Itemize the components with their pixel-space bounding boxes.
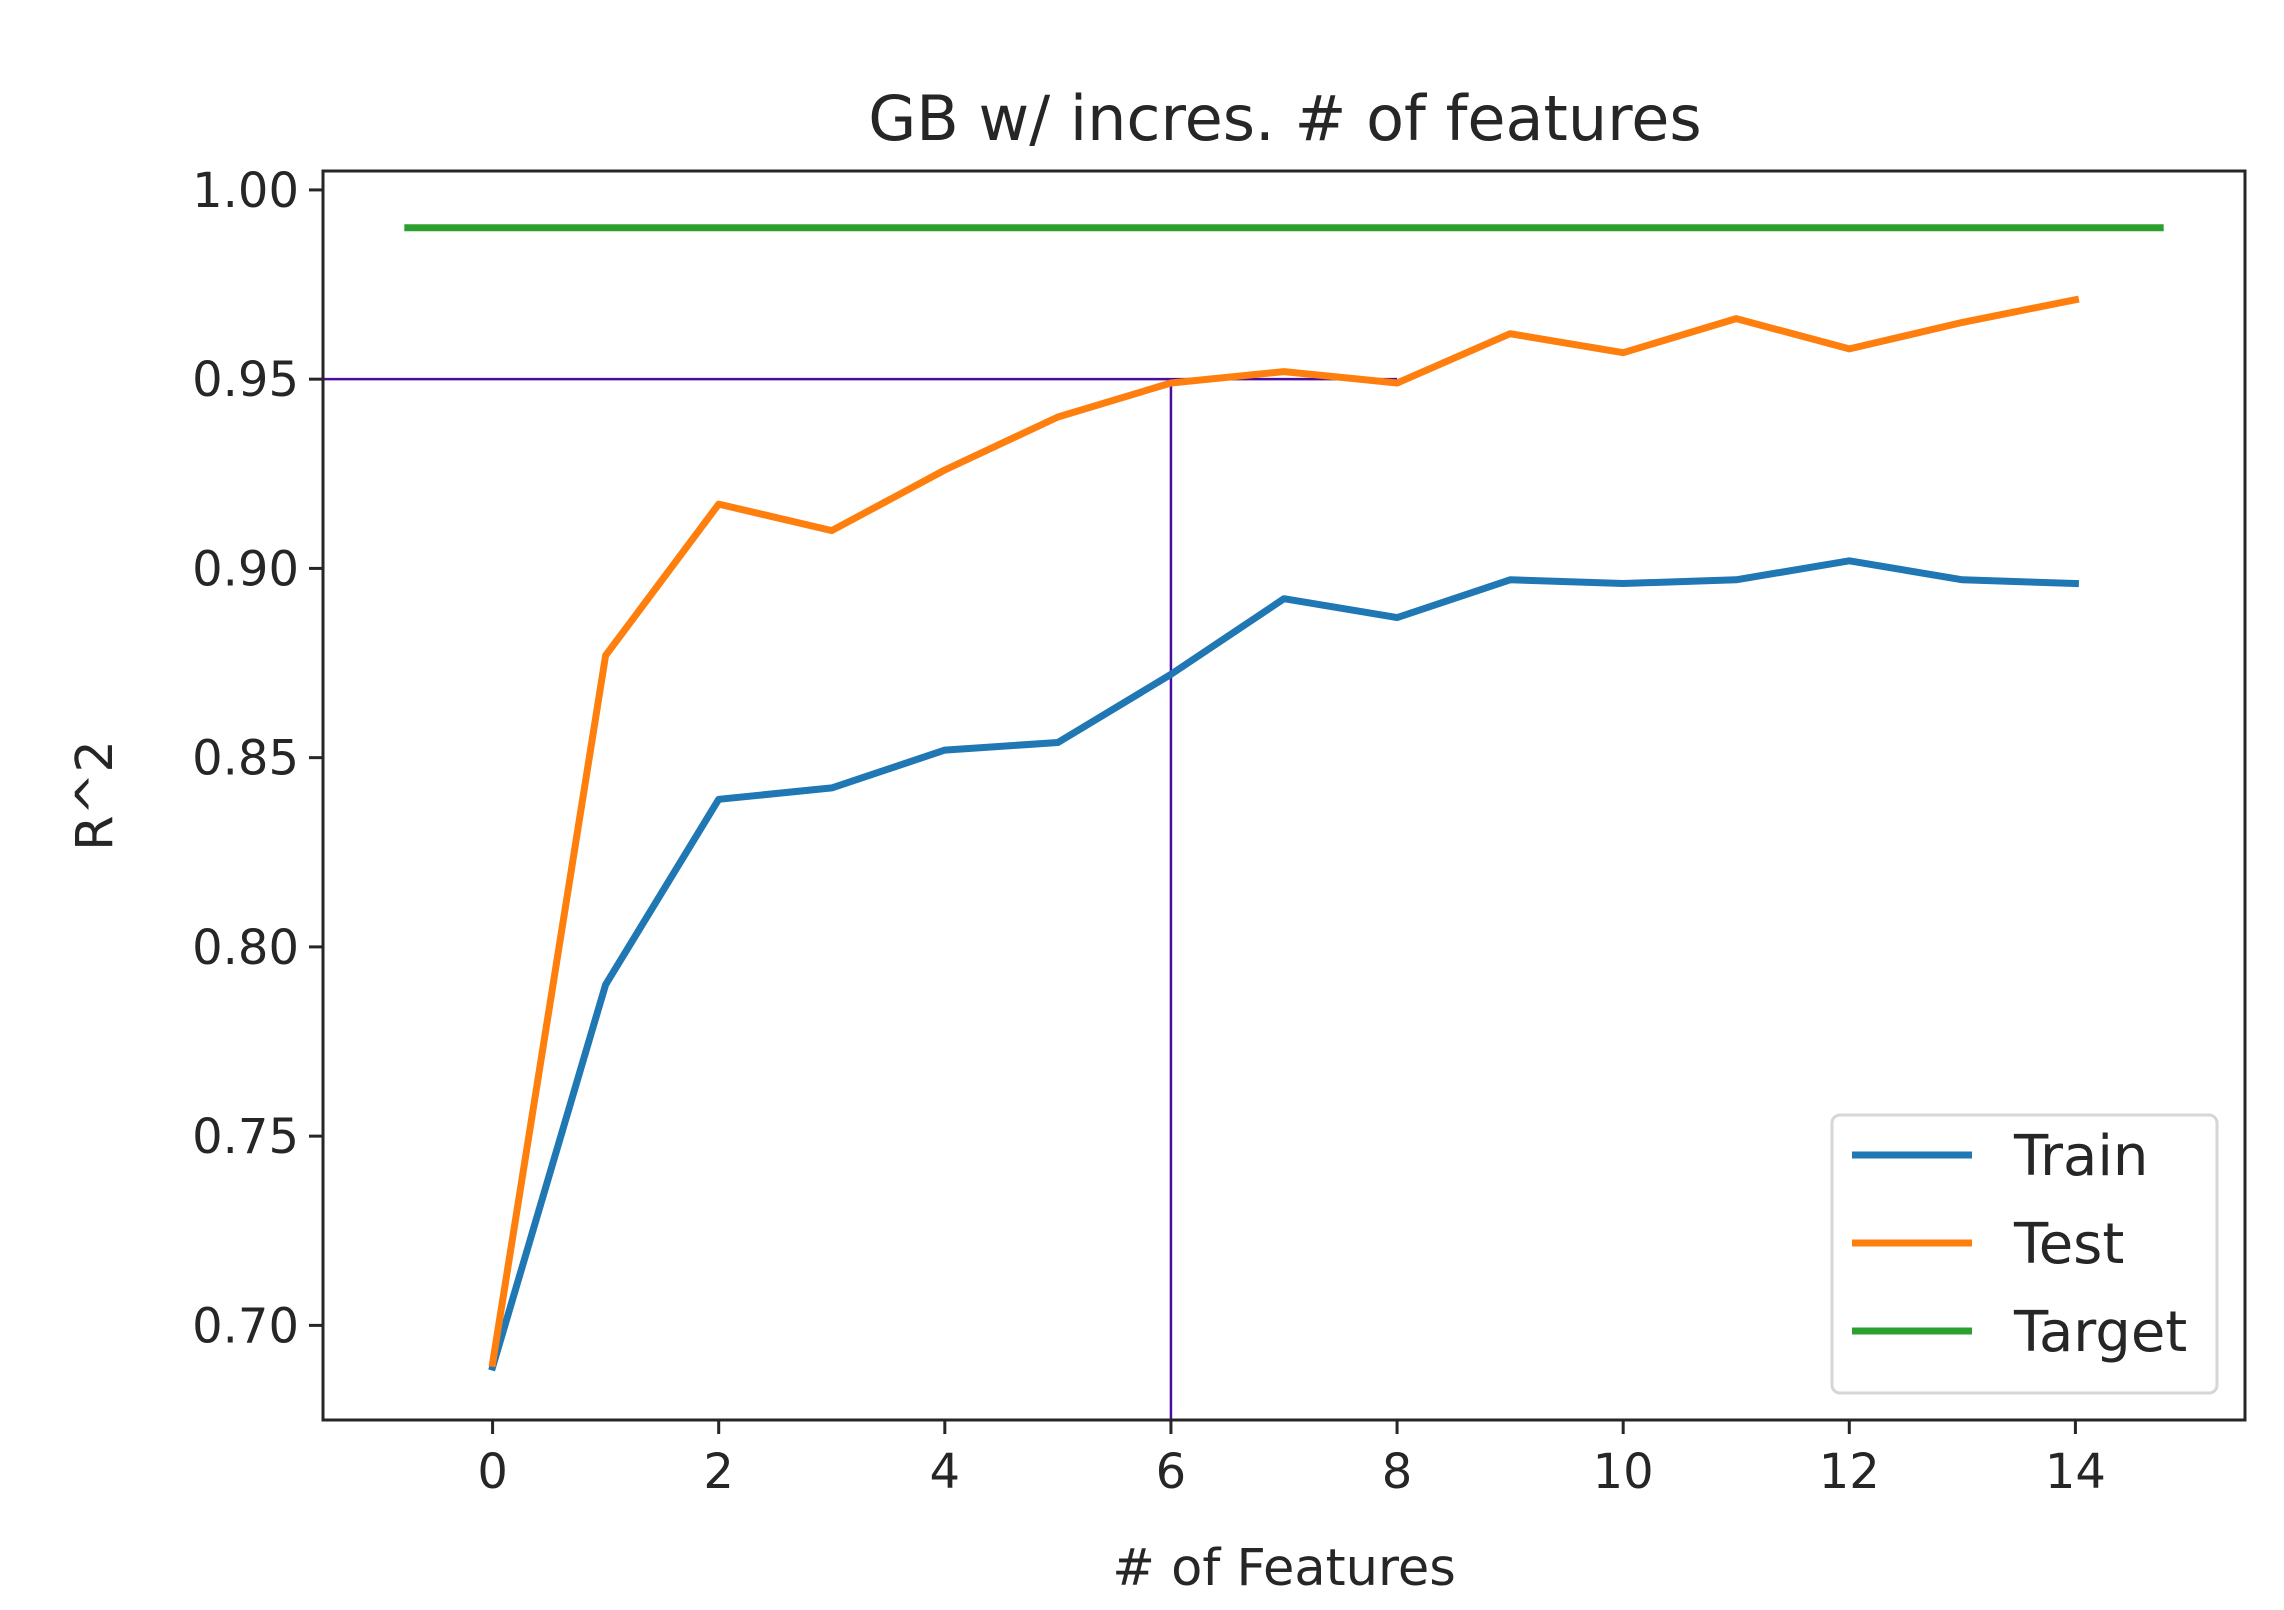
x-tick-label: 14 [2045, 1444, 2106, 1500]
y-tick-label: 0.85 [192, 731, 299, 787]
series-line-train [488, 557, 2080, 1372]
plot-area [323, 224, 2164, 1420]
legend-label-target: Target [2013, 1300, 2187, 1365]
x-tick-label: 0 [477, 1444, 508, 1500]
y-axis: 0.70 0.75 0.80 0.85 0.90 0.95 1.00 [192, 163, 323, 1354]
y-tick-label: 0.75 [192, 1109, 299, 1165]
y-tick-label: 0.90 [192, 541, 299, 597]
x-axis-title: # of Features [1112, 1539, 1456, 1598]
x-tick-label: 8 [1382, 1444, 1413, 1500]
x-tick-label: 2 [703, 1444, 734, 1500]
y-tick-label: 1.00 [192, 163, 299, 219]
series-layer [404, 224, 2164, 1372]
plot-frame [321, 169, 2247, 1422]
x-tick-label: 4 [930, 1444, 961, 1500]
legend-label-train: Train [2013, 1124, 2148, 1189]
legend: Train Test Target [1830, 1113, 2219, 1395]
y-tick-label: 0.70 [192, 1298, 299, 1354]
x-tick-label: 6 [1156, 1444, 1187, 1500]
x-axis: 0 2 4 6 8 10 12 14 [477, 1420, 2106, 1500]
y-tick-label: 0.80 [192, 920, 299, 976]
legend-box [1830, 1113, 2219, 1395]
y-axis-title: R^2 [66, 740, 125, 851]
chart-title: GB w/ incres. # of features [868, 82, 1701, 155]
legend-label-test: Test [2013, 1212, 2124, 1277]
x-tick-label: 10 [1593, 1444, 1654, 1500]
series-line-test [488, 295, 2080, 1368]
y-tick-label: 0.95 [192, 352, 299, 408]
x-tick-label: 12 [1819, 1444, 1880, 1500]
